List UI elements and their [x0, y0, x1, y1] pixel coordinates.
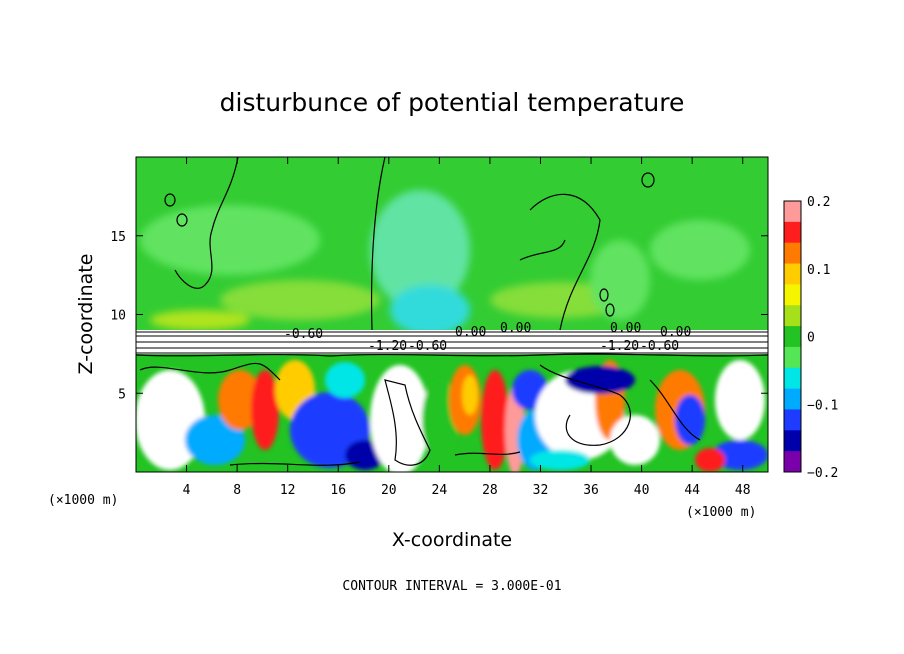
colorbar: 0.2 0.1 0 −0.1 −0.2 — [783, 195, 838, 481]
colorbar-frame — [783, 200, 802, 473]
y-tick-label: 5 — [118, 387, 126, 402]
y-axis-label: Z-coordinate — [75, 254, 97, 375]
contour-label: -1.20 — [600, 339, 639, 354]
contour-label: -1.20 — [368, 339, 407, 354]
colorbar-tick-label: −0.2 — [807, 466, 838, 481]
contour-label: 0.00 — [455, 325, 486, 340]
x-tick-label: 28 — [482, 483, 498, 498]
chart-title: disturbunce of potential temperature — [220, 88, 685, 117]
x-tick-label: 48 — [735, 483, 751, 498]
contour-label: -0.60 — [408, 339, 447, 354]
colorbar-swatch — [784, 242, 801, 265]
contour-label: -0.60 — [284, 327, 323, 342]
contour-label: 0.00 — [610, 321, 641, 336]
x-tick-label: 40 — [634, 483, 650, 498]
colorbar-tick-label: 0.2 — [807, 195, 830, 210]
contour-lines — [136, 353, 768, 466]
colorbar-swatch — [784, 326, 801, 348]
x-axis-unit-left: (×1000 m) — [48, 493, 118, 508]
x-tick-label: 8 — [233, 483, 241, 498]
y-tick-label: 15 — [110, 230, 126, 245]
colorbar-swatch — [784, 284, 801, 306]
x-tick-label: 36 — [583, 483, 599, 498]
colorbar-swatch — [784, 346, 801, 369]
colorbar-tick-label: 0.1 — [807, 263, 830, 278]
contour-label: 0.00 — [500, 321, 531, 336]
x-tick-label: 20 — [381, 483, 397, 498]
colorbar-swatch — [784, 305, 801, 327]
x-tick-label: 24 — [432, 483, 448, 498]
contour-interval-note: CONTOUR INTERVAL = 3.000E-01 — [342, 579, 561, 594]
y-tick-label: 10 — [110, 309, 126, 324]
x-axis: 4 8 12 16 20 24 28 32 36 40 44 48 — [183, 157, 751, 498]
colorbar-swatch — [784, 201, 801, 223]
colorbar-tick-label: −0.1 — [807, 398, 838, 413]
x-tick-label: 32 — [533, 483, 549, 498]
y-axis: 5 10 15 — [110, 230, 768, 402]
x-axis-label: X-coordinate — [392, 529, 512, 551]
x-tick-label: 44 — [684, 483, 700, 498]
x-tick-label: 16 — [330, 483, 346, 498]
contour-labels: -0.60 -1.20 -0.60 -1.20 -0.60 0.00 0.00 … — [284, 321, 691, 354]
heatmap-field — [136, 157, 768, 472]
band-lines — [136, 331, 768, 354]
contour-label: 0.00 — [660, 325, 691, 340]
colorbar-swatch — [784, 430, 801, 452]
colorbar-tick-label: 0 — [807, 331, 815, 346]
x-axis-unit-right: (×1000 m) — [686, 505, 756, 520]
colorbar-swatch — [784, 388, 801, 410]
x-tick-label: 4 — [183, 483, 191, 498]
contour-label: -0.60 — [640, 339, 679, 354]
colorbar-swatch — [784, 367, 801, 390]
colorbar-swatch — [784, 409, 801, 431]
colorbar-swatch — [784, 221, 801, 244]
colorbar-swatch — [784, 263, 801, 285]
x-tick-label: 12 — [280, 483, 296, 498]
colorbar-swatch — [784, 451, 801, 473]
